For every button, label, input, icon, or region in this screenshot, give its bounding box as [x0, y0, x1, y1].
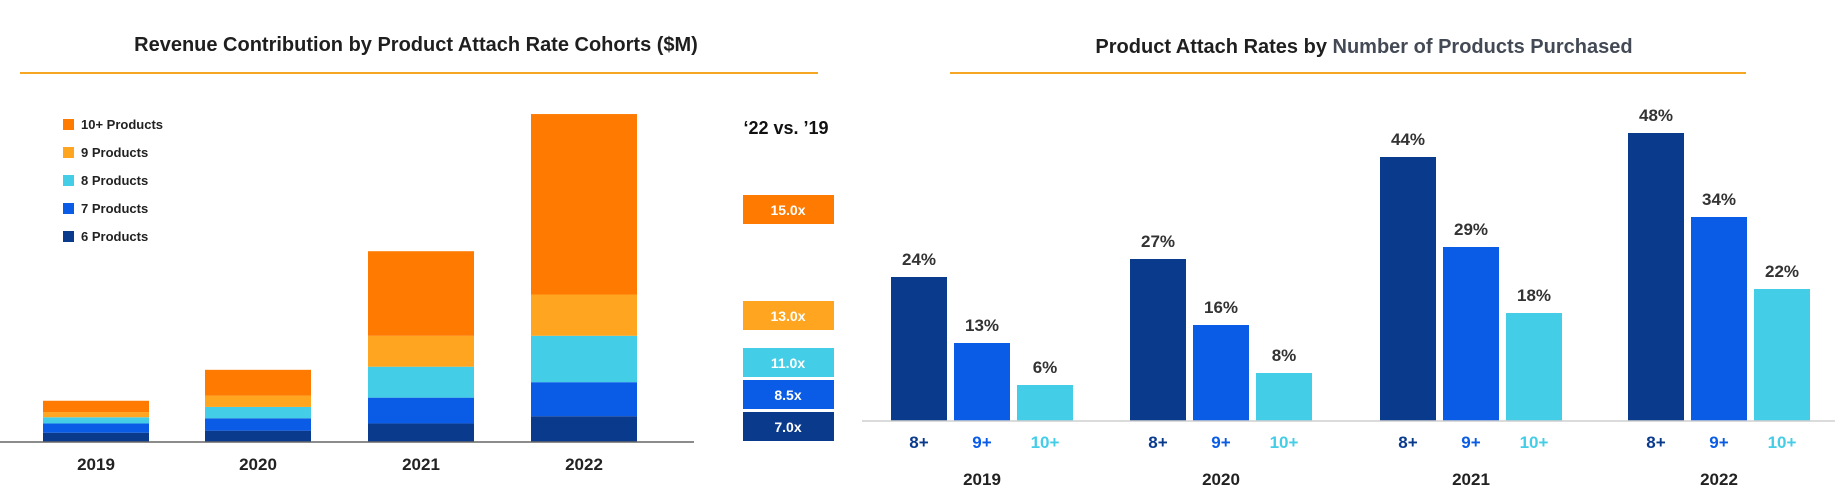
bar-2021-10plus: [1506, 313, 1562, 421]
bar-2022-9-products: [531, 294, 637, 336]
right-chart-title: Product Attach Rates by Number of Produc…: [1095, 36, 1632, 58]
value-label: 27%: [1141, 232, 1175, 251]
legend-label: 6 Products: [81, 229, 148, 244]
legend-swatch: [63, 203, 74, 214]
value-label: 48%: [1639, 106, 1673, 125]
legend-swatch: [63, 147, 74, 158]
bar-2021-8-products: [368, 366, 474, 398]
series-tick-label: 10+: [1768, 433, 1797, 452]
legend-label: 7 Products: [81, 201, 148, 216]
x-tick-label: 2020: [1202, 470, 1240, 489]
comparison-multipliers: 15.0x 13.0x 11.0x 8.5x 7.0x: [743, 195, 834, 441]
series-tick-label: 8+: [1646, 433, 1665, 452]
multiplier-box: [743, 195, 834, 224]
bar-2022-10-products: [531, 114, 637, 295]
bar-2020-9plus: [1193, 325, 1249, 421]
bar-2021-9-products: [368, 335, 474, 367]
series-tick-label: 10+: [1520, 433, 1549, 452]
bar-2019-10-products: [43, 400, 149, 413]
series-tick-label: 9+: [1211, 433, 1230, 452]
x-tick-label: 2022: [1700, 470, 1738, 489]
value-label: 24%: [902, 250, 936, 269]
multiplier-box: [743, 301, 834, 330]
left-chart-title: Revenue Contribution by Product Attach R…: [134, 34, 698, 56]
grouped-bar-chart: 24% 8+ 13% 9+ 6% 10+ 2019 27% 8+ 16% 9+ 8% 10+ 2020 44…: [862, 106, 1835, 489]
value-label: 16%: [1204, 298, 1238, 317]
bar-2019-9-products: [43, 412, 149, 418]
multiplier-label: 15.0x: [770, 202, 805, 218]
legend-swatch: [63, 119, 74, 130]
multiplier-label: 7.0x: [774, 419, 801, 435]
legend-label: 8 Products: [81, 173, 148, 188]
legend-label: 10+ Products: [81, 117, 163, 132]
series-tick-label: 10+: [1031, 433, 1060, 452]
series-tick-label: 10+: [1270, 433, 1299, 452]
multiplier-label: 11.0x: [771, 355, 805, 371]
x-tick-label: 2019: [77, 455, 115, 474]
value-label: 29%: [1454, 220, 1488, 239]
bar-2020-8plus: [1130, 259, 1186, 421]
bar-2019-9plus: [954, 343, 1010, 421]
bar-2022-8-products: [531, 335, 637, 383]
multiplier-box: [743, 412, 834, 441]
value-label: 22%: [1765, 262, 1799, 281]
bar-2021-10-products: [368, 251, 474, 336]
right-title-highlight: Number of Products Purchased: [1333, 36, 1633, 58]
series-tick-label: 9+: [1709, 433, 1728, 452]
legend: 10+ Products 9 Products 8 Products 7 Produc…: [63, 117, 163, 244]
series-tick-label: 9+: [1461, 433, 1480, 452]
x-tick-label: 2021: [1452, 470, 1490, 489]
bar-2022-9plus: [1691, 217, 1747, 421]
bar-2022-10plus: [1754, 289, 1810, 421]
bar-2019-6-products: [43, 432, 149, 442]
bar-2019-10plus: [1017, 385, 1073, 421]
series-tick-label: 8+: [1398, 433, 1417, 452]
legend-swatch: [63, 175, 74, 186]
bar-2022-6-products: [531, 416, 637, 442]
bar-2021-9plus: [1443, 247, 1499, 421]
multiplier-label: 13.0x: [770, 308, 805, 324]
bar-2021-7-products: [368, 397, 474, 424]
right-title-main: Product Attach Rates by: [1095, 36, 1332, 58]
bar-2022-7-products: [531, 382, 637, 417]
bar-2020-10plus: [1256, 373, 1312, 421]
multiplier-box: [743, 380, 834, 409]
x-tick-label: 2021: [402, 455, 440, 474]
x-tick-label: 2020: [239, 455, 277, 474]
bar-2021-6-products: [368, 423, 474, 442]
bar-2021-8plus: [1380, 157, 1436, 421]
bar-2020-7-products: [205, 418, 311, 431]
x-tick-label: 2022: [565, 455, 603, 474]
legend-label: 9 Products: [81, 145, 148, 160]
multiplier-label: 8.5x: [774, 387, 801, 403]
series-tick-label: 8+: [1148, 433, 1167, 452]
bar-2020-9-products: [205, 395, 311, 407]
bar-2020-8-products: [205, 406, 311, 419]
value-label: 8%: [1272, 346, 1297, 365]
x-tick-label: 2019: [963, 470, 1001, 489]
legend-swatch: [63, 231, 74, 242]
bar-2019-7-products: [43, 423, 149, 433]
stacked-bar-chart: 2019 2020 2021 2022: [0, 114, 694, 474]
value-label: 13%: [965, 316, 999, 335]
multiplier-box: [743, 348, 834, 377]
comparison-header: ‘22 vs. ’19: [743, 118, 828, 138]
series-tick-label: 9+: [972, 433, 991, 452]
series-tick-label: 8+: [909, 433, 928, 452]
bar-2019-8plus: [891, 277, 947, 421]
bar-2020-10-products: [205, 369, 311, 396]
value-label: 6%: [1033, 358, 1058, 377]
value-label: 18%: [1517, 286, 1551, 305]
bar-2019-8-products: [43, 417, 149, 424]
value-label: 44%: [1391, 130, 1425, 149]
bar-2022-8plus: [1628, 133, 1684, 421]
bar-2020-6-products: [205, 430, 311, 442]
value-label: 34%: [1702, 190, 1736, 209]
